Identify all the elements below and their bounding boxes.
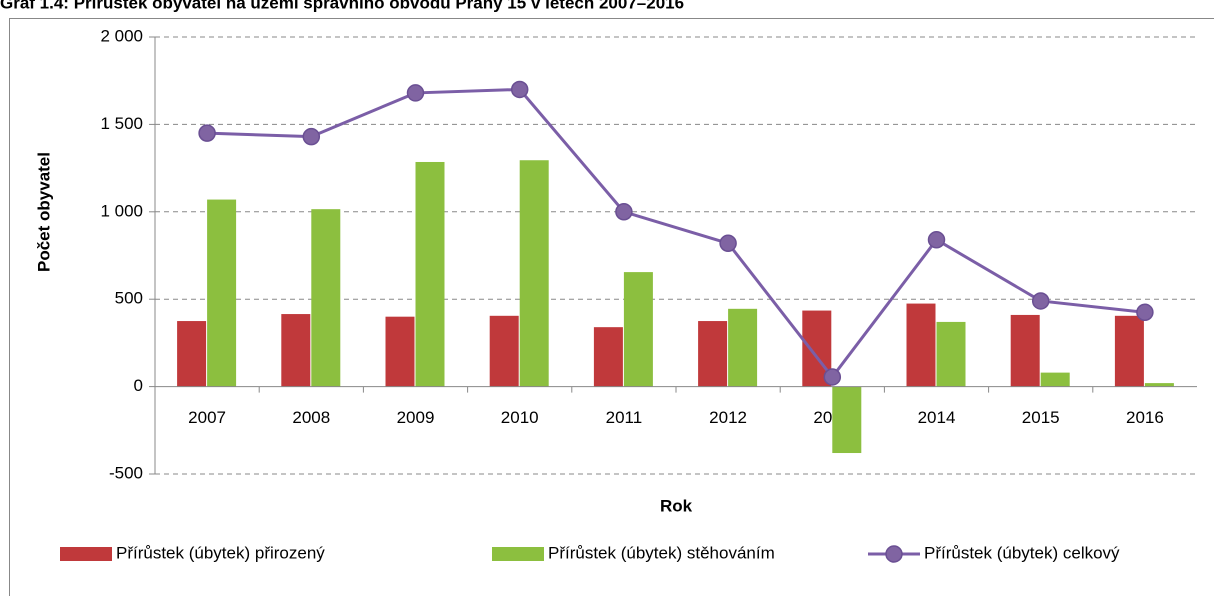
chart-frame	[9, 18, 1214, 596]
y-tick-label: 2 000	[100, 26, 143, 45]
x-tick-label: 2009	[397, 408, 435, 427]
x-tick-label: 2016	[1126, 408, 1164, 427]
bar	[519, 160, 549, 387]
marker	[615, 203, 633, 221]
y-tick-label: -500	[109, 463, 143, 482]
legend-swatch	[492, 547, 544, 561]
bar	[728, 308, 758, 387]
marker	[510, 80, 529, 99]
x-tick-label: 2007	[188, 408, 226, 427]
marker	[198, 124, 216, 142]
bar	[698, 321, 728, 387]
legend-label: Přírůstek (úbytek) stěhováním	[548, 543, 775, 562]
bar	[593, 327, 623, 387]
marker	[927, 231, 946, 249]
bar	[1114, 315, 1144, 387]
legend-marker	[885, 545, 903, 563]
bar	[385, 316, 415, 387]
y-tick-label: 1 000	[100, 201, 143, 220]
x-tick-label: 2008	[292, 408, 330, 427]
line	[207, 87, 1146, 380]
bar	[906, 303, 936, 387]
x-tick-label: 2012	[709, 408, 747, 427]
chart-title: Graf 1.4: Přírůstek obyvatel na území sp…	[0, 0, 684, 12]
marker	[719, 234, 737, 253]
x-axis-title: Rok	[660, 496, 693, 515]
legend-label: Přírůstek (úbytek) přirozený	[116, 543, 325, 562]
y-tick-label: 0	[134, 376, 143, 395]
marker	[823, 368, 842, 386]
bar	[311, 209, 341, 387]
bar	[936, 321, 966, 387]
x-tick-label: 2014	[918, 408, 956, 427]
marker	[1031, 292, 1050, 310]
bar	[1144, 383, 1174, 387]
y-axis-title: Počet obyvatel	[34, 152, 53, 272]
bar	[1040, 372, 1070, 387]
marker	[406, 84, 425, 102]
bar	[623, 272, 653, 387]
y-tick-label: 1 500	[100, 114, 143, 133]
y-tick-label: 500	[115, 289, 143, 308]
marker	[1136, 303, 1154, 322]
bar	[1010, 314, 1040, 387]
marker	[302, 127, 321, 146]
bar	[832, 386, 862, 454]
bar	[281, 314, 311, 387]
legend-swatch	[60, 547, 112, 561]
x-tick-label: 2010	[501, 408, 539, 427]
legend-label: Přírůstek (úbytek) celkový	[924, 543, 1120, 562]
bar	[415, 161, 445, 387]
bar	[207, 199, 237, 387]
bar	[177, 321, 207, 387]
bar	[489, 315, 519, 387]
x-tick-label: 2015	[1022, 408, 1060, 427]
x-tick-label: 2011	[606, 408, 643, 427]
